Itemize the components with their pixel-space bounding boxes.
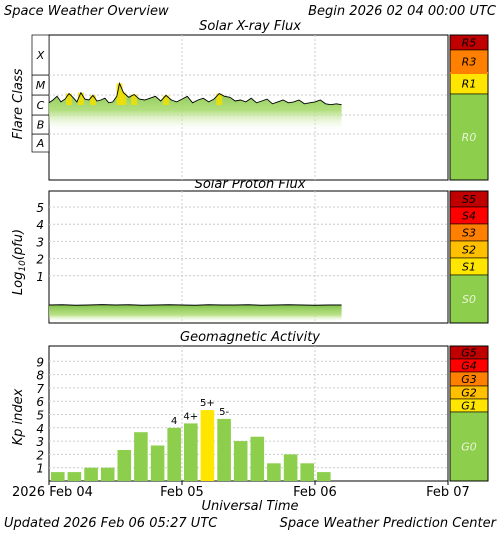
proton-level-label: S5: [462, 193, 476, 206]
x-tick-label: 2026 Feb 04: [12, 485, 93, 500]
kp-bar: [233, 441, 248, 481]
xray-flare-highlight: [77, 92, 84, 105]
xray-flare-highlight: [163, 95, 170, 105]
kp-bar: [150, 445, 165, 481]
geomag-title: Geomagnetic Activity: [180, 330, 320, 345]
updated-time: Updated 2026 Feb 06 05:27 UTC: [4, 516, 218, 531]
kp-bar: [217, 418, 231, 481]
kp-bar: [51, 472, 65, 481]
proton-ylabel-sub: 10: [18, 260, 28, 272]
proton-ytick: 5: [36, 201, 44, 215]
geomag-ytick: 9: [36, 355, 44, 369]
x-axis: 2026 Feb 04 Feb 05 Feb 06 Feb 07: [12, 481, 470, 500]
proton-ylabel-base: Log: [11, 272, 26, 295]
kp-bar: [67, 472, 82, 481]
geomag-level-label: G4: [461, 360, 477, 373]
geomag-level-label: G5: [461, 347, 477, 360]
geomag-ytick: 6: [36, 395, 44, 409]
xray-level-label: R1: [462, 78, 477, 91]
x-axis-label: Universal Time: [201, 499, 298, 514]
xray-flare-highlight: [120, 92, 127, 105]
geomag-ytick: 5: [36, 409, 44, 423]
xray-flux-line: [48, 81, 342, 106]
xray-level-label: R5: [462, 37, 477, 50]
x-tick-label: Feb 06: [293, 485, 337, 500]
geomag-ytick: 1: [36, 462, 44, 476]
kp-bar: [134, 432, 148, 481]
xray-flare-highlight: [116, 83, 123, 105]
xray-class-x: X: [36, 49, 45, 62]
kp-bar-label: 5+: [200, 398, 215, 409]
xray-title: Solar X-ray Flux: [199, 19, 301, 34]
proton-ytick: 4: [36, 218, 44, 232]
geomag-level-label: G3: [461, 373, 477, 386]
xray-ylabel: Flare Class: [11, 68, 26, 139]
kp-bar: [167, 427, 181, 481]
kp-bar: [267, 463, 281, 481]
geomag-level-label: G2: [461, 387, 477, 400]
xray-flare-highlight: [131, 94, 138, 105]
xray-class-b: B: [37, 119, 45, 132]
kp-bar: [100, 467, 115, 481]
proton-level-label: S0: [462, 293, 476, 306]
xray-flare-highlight: [89, 95, 96, 105]
x-tick-label: Feb 05: [160, 485, 204, 500]
kp-bar: [184, 423, 198, 481]
geomag-ytick: 8: [36, 369, 44, 383]
geomag-level-frame: [449, 345, 489, 482]
proton-level-frame: [449, 190, 489, 324]
xray-level-frame: [449, 34, 489, 181]
xray-class-a: A: [36, 137, 45, 150]
xray-class-box: [31, 34, 50, 76]
xray-class-m: M: [36, 79, 46, 92]
xray-flare-highlight: [216, 93, 223, 105]
geomag-level-label: G1: [461, 400, 477, 413]
kp-bar: [317, 472, 331, 481]
geomag-level-label: G0: [461, 441, 477, 454]
geomag-ytick: 2: [36, 448, 44, 462]
geomag-ytick: 3: [36, 435, 44, 449]
proton-flux-line: [48, 304, 342, 306]
proton-ytick: 3: [36, 235, 44, 249]
proton-level-label: S2: [462, 244, 476, 257]
geomag-plot-frame: [48, 345, 449, 482]
proton-level-label: S3: [462, 227, 476, 240]
xray-level-label: R3: [462, 56, 477, 69]
kp-bar: [117, 450, 132, 481]
proton-level-label: S4: [462, 210, 476, 223]
xray-class-c: C: [37, 99, 45, 112]
credit-text: Space Weather Prediction Center: [280, 516, 498, 531]
proton-level-label: S1: [462, 261, 476, 274]
proton-ylabel-rest: (pfu): [11, 229, 26, 260]
xray-flare-highlight: [65, 93, 72, 105]
kp-bar-label: 5-: [219, 407, 229, 418]
kp-bar-label: 4+: [183, 411, 198, 422]
page-title: Space Weather Overview: [4, 4, 169, 19]
begin-time: Begin 2026 02 04 00:00 UTC: [308, 4, 497, 19]
kp-bar: [300, 463, 314, 481]
proton-ytick: 1: [36, 270, 44, 284]
kp-bar: [200, 410, 215, 481]
kp-bar: [283, 454, 298, 481]
x-tick-label: Feb 07: [426, 485, 470, 500]
geomag-ytick: 4: [36, 422, 44, 436]
xray-level-label: R0: [462, 131, 477, 144]
kp-bar: [250, 436, 265, 481]
kp-bar: [84, 467, 98, 481]
proton-flux-area: [49, 304, 342, 322]
proton-ylabel: Log10(pfu): [11, 229, 28, 295]
geomag-ytick: 7: [36, 382, 44, 396]
proton-plot-frame: [48, 190, 449, 324]
kp-bar-label: 4: [171, 416, 177, 427]
proton-ytick: 2: [36, 253, 44, 267]
proton-title: Solar Proton Flux: [195, 177, 306, 192]
geomag-ylabel: Kp index: [11, 388, 26, 445]
proton-panel: 1 2 3 4 5 S5 S4 S3 S2 S1 S0: [36, 190, 489, 324]
